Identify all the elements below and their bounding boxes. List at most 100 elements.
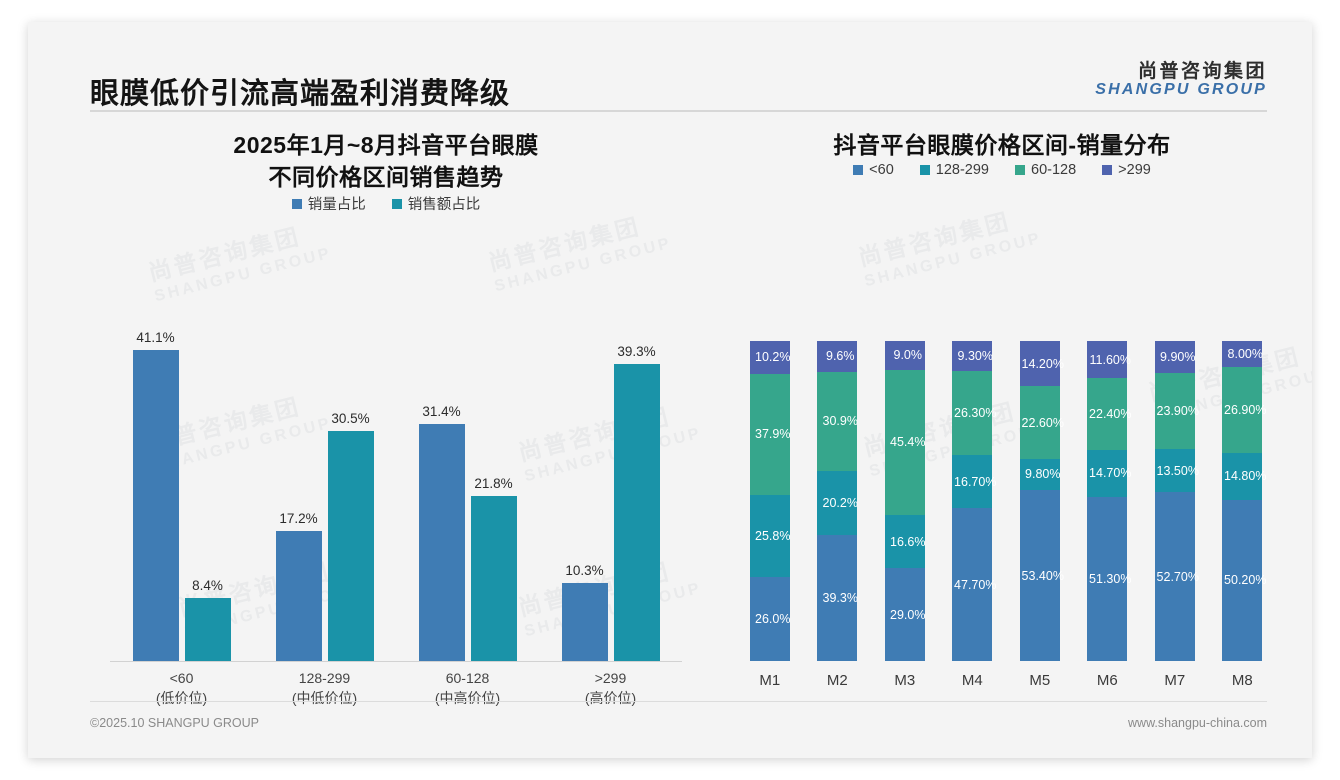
stack-value-label: 45.4% (890, 435, 926, 450)
stack-value-label: 8.00% (1227, 346, 1263, 361)
stacked-bar-M1[interactable]: 10.2% 37.9% 25.8% 26.0% (749, 341, 791, 661)
left-chart-plot: 41.1% 8.4% <60 (低价位) 17.2% 30.5% 128-299 (中低价位)… (110, 280, 682, 706)
stack-segment-128-299: 20.2% (817, 470, 858, 536)
right-chart-title: 抖音平台眼膜价格区间-销量分布 (833, 132, 1171, 158)
stack-value-label: 20.2% (822, 495, 858, 510)
slide-canvas: 尚普咨询集团 SHANGPU GROUP 尚普咨询集团 SHANGPU GROU… (28, 22, 1312, 758)
slide-header: 眼膜低价引流高端盈利消费降级 尚普咨询集团 SHANGPU GROUP (28, 22, 1312, 114)
left-chart-title-line2: 不同价格区间销售趋势 (268, 163, 504, 190)
stack-segment->299: 9.90% (1154, 341, 1196, 373)
stack-segment-128-299: 25.8% (749, 494, 791, 578)
legend-swatch-icon (391, 198, 402, 209)
stack-value-label: 9.30% (957, 348, 993, 363)
bar-rect (561, 583, 608, 661)
bar-销售额占比->299[interactable]: 39.3% (613, 344, 660, 661)
stack-segment-<60: 29.0% (884, 568, 925, 661)
legend-label: 销售额占比 (407, 197, 481, 214)
legend-label: >299 (1118, 161, 1151, 178)
stack-value-label: 10.2% (755, 350, 791, 365)
bar-group: 10.3% 39.3% (539, 321, 682, 661)
stack-value-label: 16.6% (890, 534, 926, 549)
legend-label: 128-299 (935, 161, 989, 178)
stack-value-label: 30.9% (822, 414, 858, 429)
stacked-bar-M2[interactable]: 9.6% 30.9% 20.2% 39.3% (817, 341, 858, 661)
stacked-bar-M6[interactable]: 11.60% 22.40% 14.70% 51.30% (1087, 341, 1131, 661)
x-tick-sub: (低价位) (155, 690, 208, 707)
x-tick-main: 128-299 (298, 670, 351, 686)
stack-segment-<60: 50.20% (1222, 500, 1266, 661)
right-chart-plot: 10.2% 37.9% 25.8% 26.0% M1 9.6% 30.9% 20.2% 39.3… (736, 280, 1276, 689)
stack-segment-60-128: 26.30% (952, 370, 996, 455)
footer-divider (90, 701, 1267, 702)
x-axis-tick-<60: <60 (低价位) (110, 668, 253, 709)
stack-value-label: 14.70% (1089, 466, 1132, 481)
bar-销量占比-<60[interactable]: 41.1% (132, 330, 179, 661)
stack-segment-<60: 51.30% (1087, 496, 1131, 661)
stack-segment-60-128: 45.4% (884, 369, 926, 516)
legend-swatch-icon (1015, 164, 1025, 175)
stack-value-label: 9.6% (826, 349, 855, 364)
logo-text-cn: 尚普咨询集团 (1137, 61, 1267, 82)
legend-item->299[interactable]: >299 (1102, 162, 1151, 178)
stack-value-label: 39.3% (822, 591, 858, 606)
stack-value-label: 37.9% (755, 427, 791, 442)
bar-销售额占比-<60[interactable]: 8.4% (184, 578, 231, 661)
stack-value-label: 9.80% (1025, 467, 1061, 482)
stack-value-label: 11.60% (1089, 352, 1131, 367)
x-axis-tick->299: >299 (高价位) (539, 668, 682, 709)
bar-rect (613, 364, 660, 661)
stacked-bar-M5[interactable]: 14.20% 22.60% 9.80% 53.40% (1019, 341, 1064, 661)
x-axis-tick-M5: M5 (1029, 672, 1051, 689)
stack-segment-128-299: 14.80% (1222, 452, 1266, 501)
bar-销售额占比-60-128[interactable]: 21.8% (470, 476, 517, 661)
x-tick-main: <60 (169, 670, 194, 686)
bar-rect (327, 430, 374, 661)
bar-销量占比-60-128[interactable]: 31.4% (418, 404, 465, 661)
stack-segment-128-299: 16.6% (884, 515, 926, 569)
legend-item-128-299[interactable]: 128-299 (919, 161, 989, 178)
stack-value-label: 25.8% (755, 529, 791, 544)
stack-segment->299: 9.30% (952, 341, 993, 371)
x-axis-tick-M8: M8 (1231, 672, 1253, 689)
legend-item-60-128[interactable]: 60-128 (1015, 162, 1076, 178)
legend-item-<60[interactable]: <60 (853, 162, 894, 178)
stack-value-label: 9.0% (893, 348, 923, 363)
stacked-bar-M8[interactable]: 8.00% 26.90% 14.80% 50.20% (1222, 341, 1266, 661)
legend-item-销售额占比[interactable]: 销售额占比 (391, 193, 481, 214)
x-axis-tick-M7: M7 (1164, 672, 1186, 689)
bar-value-label: 41.1% (136, 330, 175, 346)
stack-segment->299: 11.60% (1087, 341, 1131, 379)
header-divider (90, 110, 1267, 112)
bar-value-label: 21.8% (474, 476, 513, 492)
bar-group: 17.2% 30.5% (253, 321, 396, 661)
bar-value-label: 30.5% (331, 410, 370, 426)
stack-segment-<60: 52.70% (1154, 492, 1199, 661)
stack-segment->299: 9.0% (884, 341, 925, 370)
bar-value-label: 10.3% (565, 563, 604, 579)
stack-value-label: 9.90% (1160, 349, 1196, 364)
stack-segment-<60: 53.40% (1019, 490, 1064, 661)
stack-value-label: 22.40% (1089, 406, 1132, 421)
legend-swatch-icon (853, 164, 864, 175)
stack-value-label: 51.30% (1089, 571, 1132, 586)
bar-销量占比-128-299[interactable]: 17.2% (275, 511, 322, 661)
stack-value-label: 14.20% (1021, 356, 1064, 371)
stack-segment-<60: 47.70% (952, 508, 996, 661)
legend-item-销量占比[interactable]: 销量占比 (291, 193, 366, 214)
stack-segment-128-299: 16.70% (952, 454, 996, 509)
brand-logo: 尚普咨询集团 SHANGPU GROUP (1095, 62, 1267, 99)
stacked-bar-M4[interactable]: 9.30% 26.30% 16.70% 47.70% (952, 341, 996, 661)
stack-value-label: 14.80% (1224, 469, 1267, 484)
stack-value-label: 23.90% (1156, 403, 1199, 418)
stack-segment-60-128: 22.60% (1019, 386, 1064, 459)
bar-value-label: 31.4% (422, 403, 461, 419)
bar-group: 31.4% 21.8% (396, 321, 539, 661)
stacked-bar-M7[interactable]: 9.90% 23.90% 13.50% 52.70% (1154, 341, 1199, 661)
stack-segment->299: 8.00% (1222, 341, 1263, 367)
bar-销量占比->299[interactable]: 10.3% (561, 563, 608, 661)
stacked-bar-M3[interactable]: 9.0% 45.4% 16.6% 29.0% (884, 341, 926, 661)
stack-segment-60-128: 22.40% (1087, 378, 1131, 450)
bar-销售额占比-128-299[interactable]: 30.5% (327, 411, 374, 661)
x-axis-tick-M2: M2 (826, 672, 848, 689)
chart-panel-left: 2025年1月~8月抖音平台眼膜 不同价格区间销售趋势 销量占比 销售额占比 41… (76, 130, 696, 710)
